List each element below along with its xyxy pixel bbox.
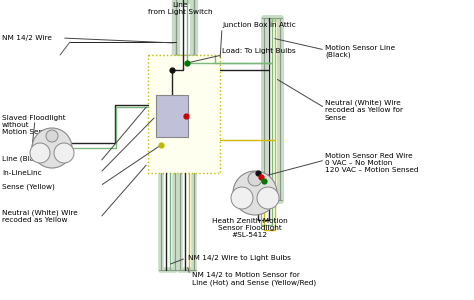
Text: Line
from Light Switch: Line from Light Switch: [148, 2, 212, 15]
Text: NM 14/2 Wire: NM 14/2 Wire: [2, 35, 52, 41]
Text: Heath Zenith Motion
Sensor Floodlight
#SL-5412: Heath Zenith Motion Sensor Floodlight #S…: [212, 218, 288, 238]
Circle shape: [30, 143, 50, 163]
Bar: [156, 95, 188, 137]
FancyBboxPatch shape: [148, 55, 220, 173]
Circle shape: [233, 171, 277, 215]
Text: NM 14/2 to Motion Sensor for
Line (Hot) and Sense (Yellow/Red): NM 14/2 to Motion Sensor for Line (Hot) …: [192, 272, 316, 286]
Circle shape: [46, 130, 58, 142]
Text: NM 14/2 Wire to Light Bulbs: NM 14/2 Wire to Light Bulbs: [188, 255, 291, 261]
Text: Line (Black/Red): Line (Black/Red): [2, 156, 62, 163]
Text: Load: To Light Bulbs: Load: To Light Bulbs: [222, 48, 296, 54]
Text: Sense (Yellow): Sense (Yellow): [2, 183, 55, 190]
Text: Neutral (White) Wire
recoded as Yellow for
Sense: Neutral (White) Wire recoded as Yellow f…: [325, 100, 403, 121]
Circle shape: [32, 128, 72, 168]
Circle shape: [54, 143, 74, 163]
Text: In-LineLinc: In-LineLinc: [2, 170, 42, 176]
Circle shape: [257, 187, 279, 209]
Circle shape: [248, 172, 262, 186]
Circle shape: [231, 187, 253, 209]
Text: Slaved Floodlight
without
Motion Sensor: Slaved Floodlight without Motion Sensor: [2, 115, 65, 135]
Text: Junction Box in Attic: Junction Box in Attic: [222, 22, 296, 28]
Text: Motion Sensor Line
(Black): Motion Sensor Line (Black): [325, 45, 395, 58]
Text: Neutral (White) Wire
recoded as Yellow: Neutral (White) Wire recoded as Yellow: [2, 210, 78, 224]
Text: Motion Sensor Red Wire
0 VAC – No Motion
120 VAC – Motion Sensed: Motion Sensor Red Wire 0 VAC – No Motion…: [325, 153, 419, 173]
